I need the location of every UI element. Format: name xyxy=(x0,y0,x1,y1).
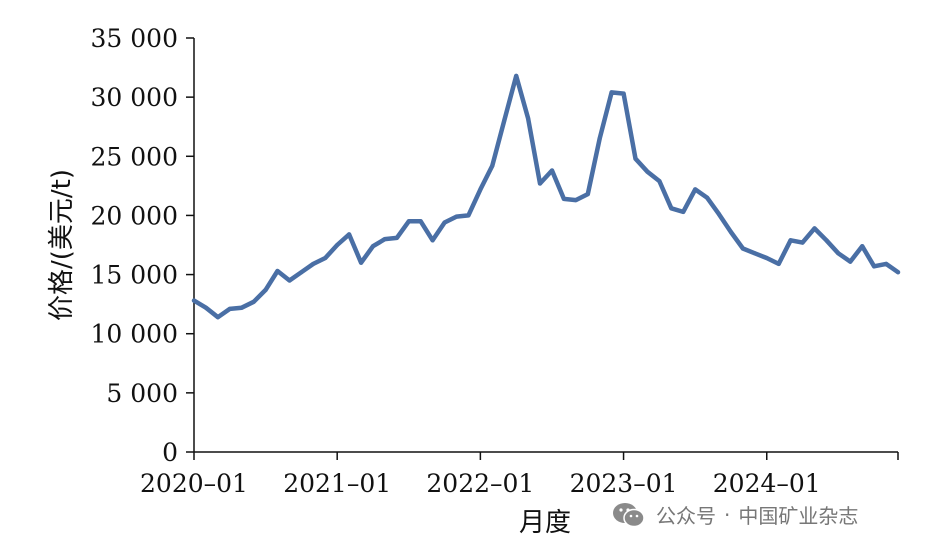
y-tick-label: 0 xyxy=(162,438,178,467)
data-point xyxy=(728,230,733,234)
data-point xyxy=(263,287,268,292)
x-axis: 2020–01 2021–01 2022–01 2023–01 2024–01 xyxy=(140,451,899,498)
data-point xyxy=(359,260,364,265)
data-point xyxy=(275,269,280,273)
y-tick-label: 5 000 xyxy=(106,379,178,408)
data-point xyxy=(323,256,328,260)
data-point xyxy=(860,244,865,249)
x-axis-title: 月度 xyxy=(519,508,571,538)
data-point xyxy=(442,220,447,225)
data-point xyxy=(514,73,519,78)
data-point xyxy=(693,187,698,192)
wechat-icon xyxy=(613,502,645,527)
data-point xyxy=(466,213,471,218)
data-point xyxy=(371,244,375,249)
x-tick-label: 2021–01 xyxy=(283,469,391,498)
data-point xyxy=(645,169,650,174)
data-point xyxy=(740,246,745,251)
y-tick-label: 10 000 xyxy=(91,320,178,349)
data-point xyxy=(800,240,805,245)
watermark-account-name: 中国矿业杂志 xyxy=(738,504,859,528)
data-point xyxy=(896,270,900,275)
data-point xyxy=(824,238,829,243)
data-point xyxy=(776,261,781,266)
data-point xyxy=(550,168,554,173)
y-tick-label: 20 000 xyxy=(91,201,178,230)
data-point xyxy=(347,232,352,237)
x-tick-label: 2023–01 xyxy=(570,469,678,498)
data-point xyxy=(335,243,340,247)
data-point xyxy=(573,198,578,203)
data-point xyxy=(406,219,411,224)
y-tick-label: 15 000 xyxy=(91,261,178,290)
data-point xyxy=(538,181,542,186)
data-point xyxy=(764,256,769,260)
data-point xyxy=(203,305,208,310)
x-tick-label: 2020–01 xyxy=(140,469,248,498)
data-point xyxy=(705,195,710,200)
data-point xyxy=(657,179,662,184)
data-point xyxy=(752,251,757,256)
y-axis: 0 5 000 10 000 15 000 20 000 25 000 30 000 35 0… xyxy=(91,24,195,467)
data-point xyxy=(585,192,590,197)
y-axis-title: 价格/(美元/t) xyxy=(47,169,77,321)
data-point xyxy=(192,298,196,303)
data-point xyxy=(848,259,853,264)
data-point xyxy=(430,238,435,243)
data-point xyxy=(490,163,495,168)
plot-area xyxy=(191,73,901,320)
price-series-line xyxy=(191,73,901,320)
data-point xyxy=(454,214,459,219)
data-point xyxy=(872,264,877,269)
data-point xyxy=(633,156,638,161)
data-point xyxy=(621,91,626,96)
data-point xyxy=(609,90,614,95)
data-point xyxy=(239,305,244,310)
data-point xyxy=(884,261,889,266)
data-point xyxy=(299,270,304,275)
data-point xyxy=(287,278,292,283)
data-point xyxy=(394,235,399,240)
data-point xyxy=(227,306,232,311)
data-point xyxy=(597,136,602,141)
watermark-separator: · xyxy=(724,502,731,527)
data-point xyxy=(502,118,507,123)
data-point xyxy=(561,196,566,201)
data-point xyxy=(418,219,423,224)
data-point xyxy=(836,251,841,256)
data-point xyxy=(311,261,316,266)
data-point xyxy=(382,237,387,242)
data-point xyxy=(681,209,686,214)
y-tick-label: 25 000 xyxy=(91,142,178,171)
data-point xyxy=(717,212,721,217)
data-point xyxy=(251,299,256,304)
data-point xyxy=(669,206,674,211)
data-point xyxy=(478,187,483,192)
watermark-account-label: 公众号 xyxy=(656,504,716,528)
data-point xyxy=(215,315,220,320)
data-point xyxy=(788,238,793,243)
watermark: 公众号 · 中国矿业杂志 xyxy=(612,500,858,529)
data-point xyxy=(812,226,817,231)
x-tick-label: 2022–01 xyxy=(426,469,534,498)
data-point xyxy=(526,116,531,121)
y-tick-label: 30 000 xyxy=(91,83,178,112)
x-tick-label: 2024–01 xyxy=(713,469,821,498)
y-tick-label: 35 000 xyxy=(91,24,178,53)
